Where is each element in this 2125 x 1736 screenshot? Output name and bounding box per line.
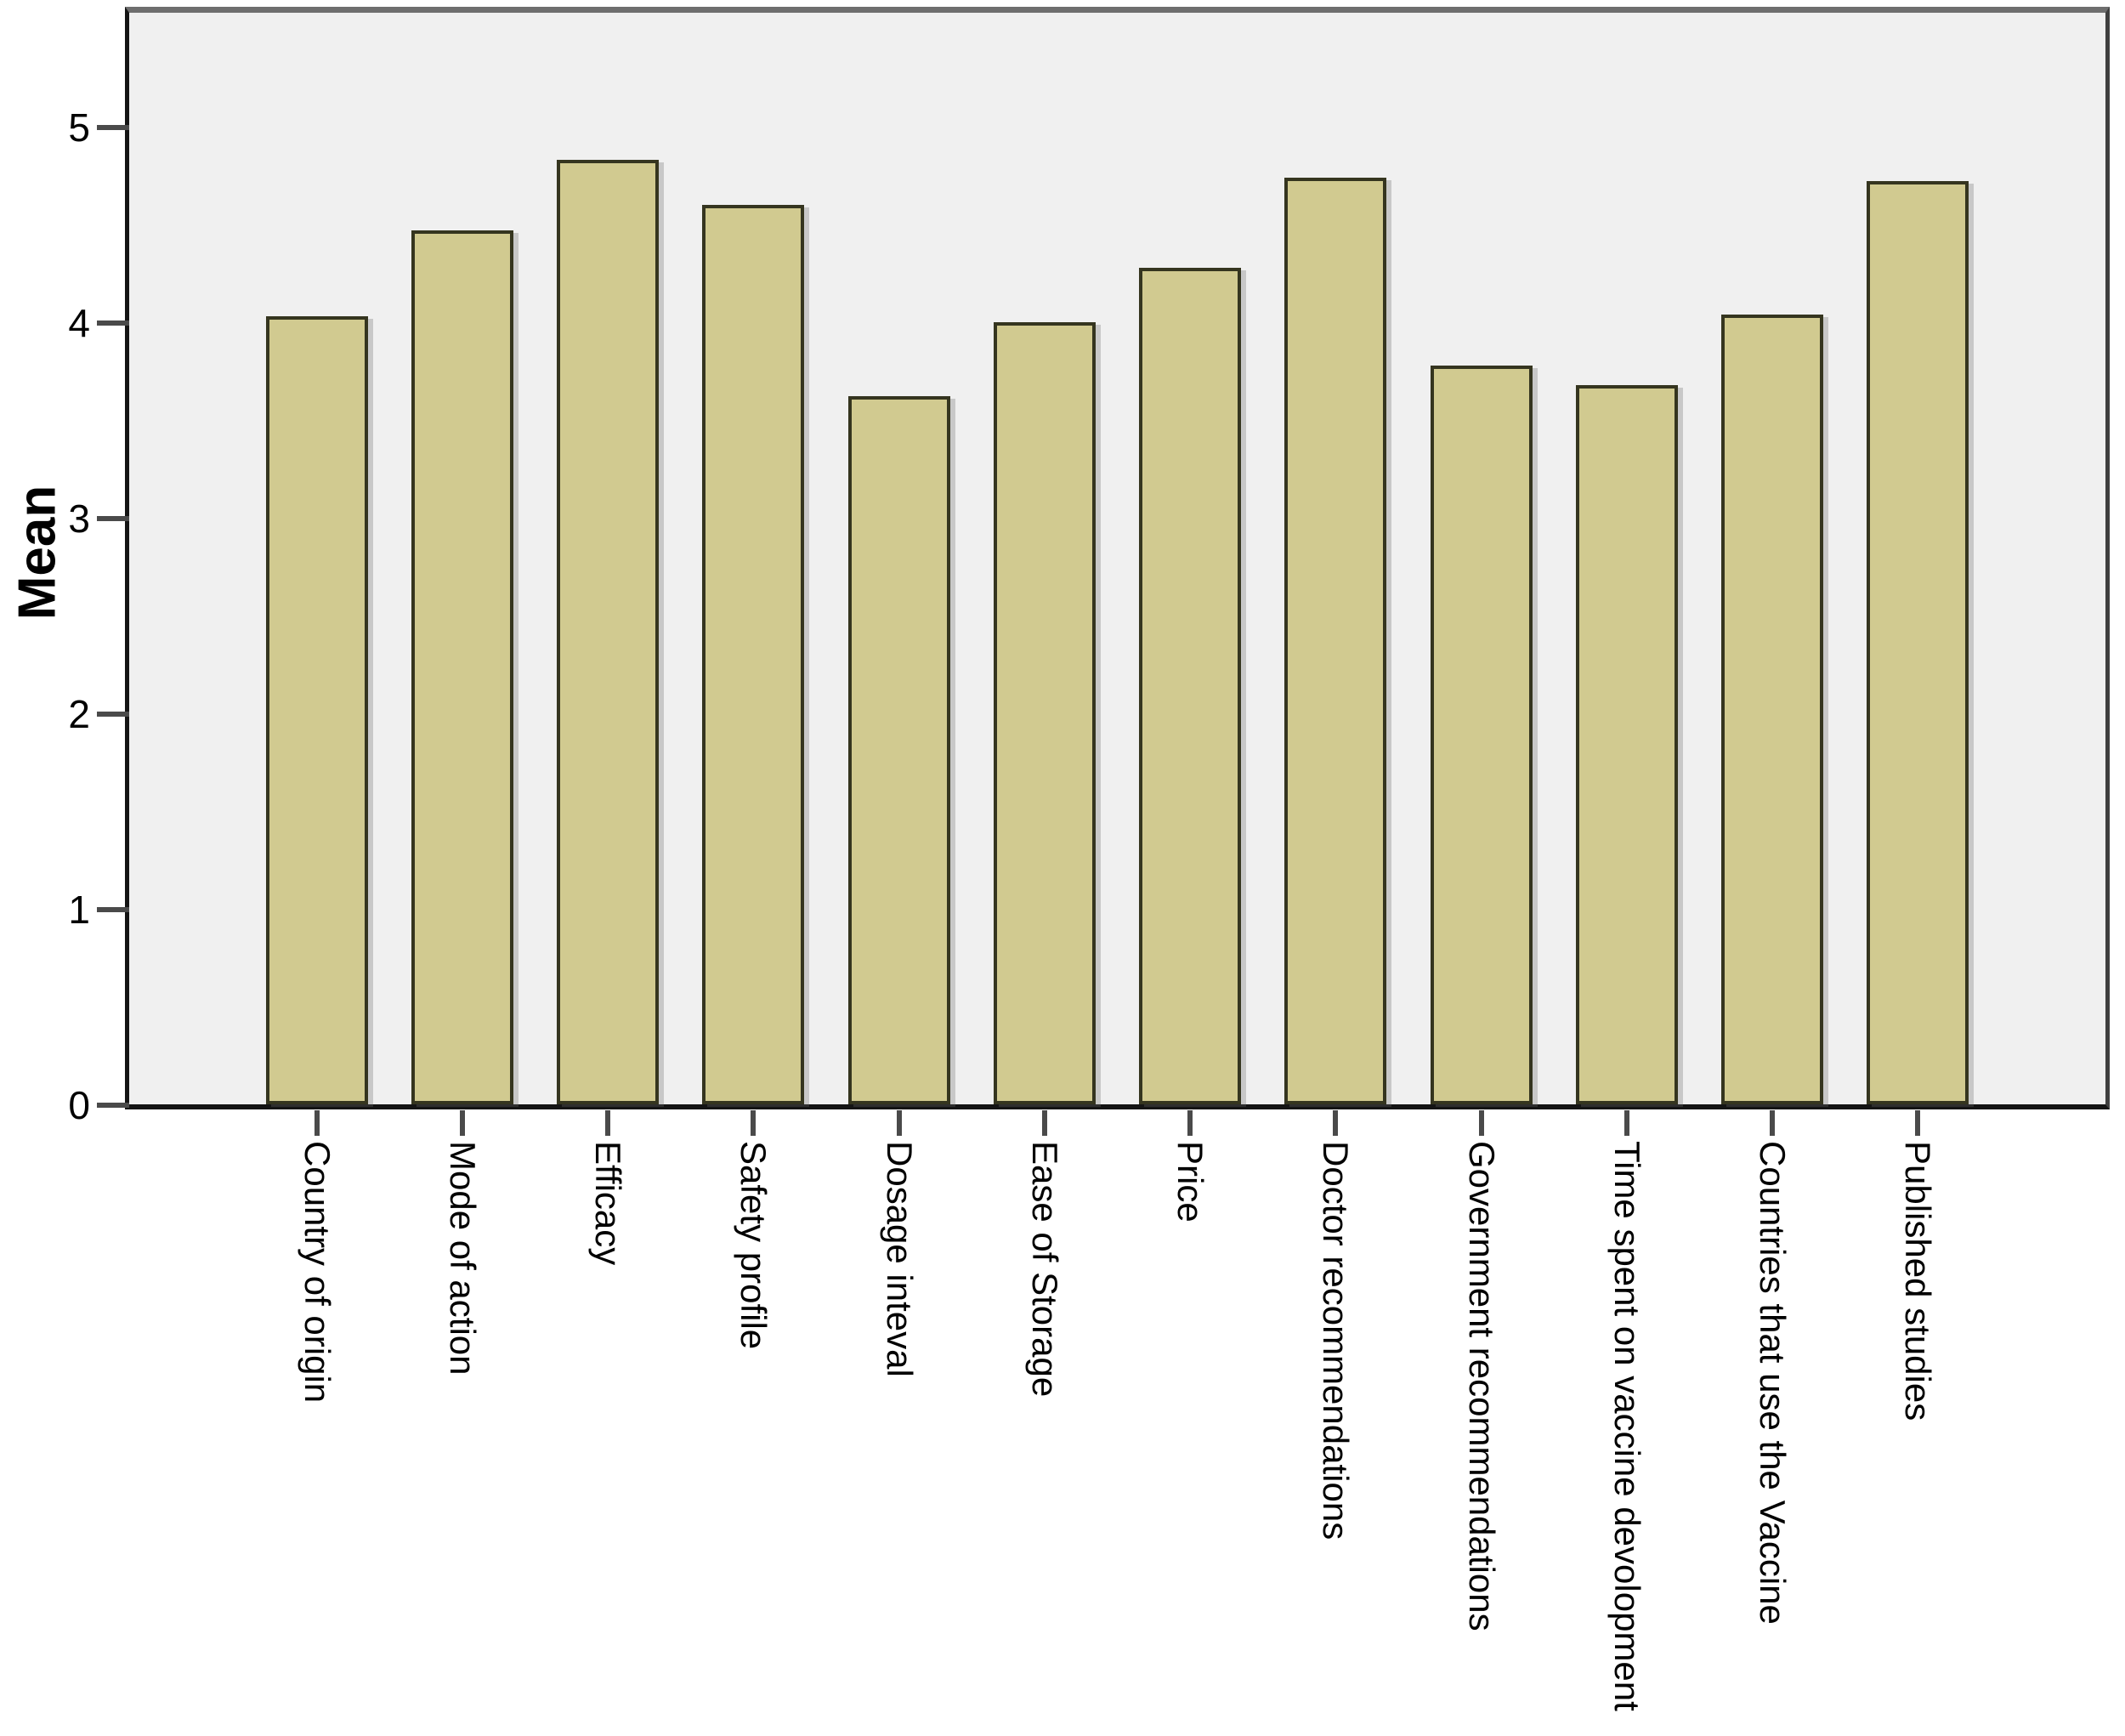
y-axis-tick-label: 1 [68, 888, 90, 932]
x-axis-tick [460, 1110, 465, 1136]
x-axis-tick [605, 1110, 610, 1136]
x-axis-category-label: Dosage inteval [880, 1141, 920, 1377]
bar-dosage-inteval [848, 396, 950, 1104]
bar-time-spent-on-vaccine-devolopment [1576, 385, 1678, 1104]
x-axis-category-label: Ease of Storage [1025, 1141, 1065, 1398]
y-axis-tick-label: 4 [68, 301, 90, 345]
bar-doctor-recommendations [1284, 178, 1386, 1104]
x-axis-category-label: Time spent on vaccine devolopment [1607, 1141, 1647, 1711]
y-axis-title: Mean [8, 485, 67, 621]
bar-government-recommendations [1431, 366, 1533, 1104]
bar-mode-of-action [411, 230, 513, 1104]
x-axis-category-label: Government recommendations [1462, 1141, 1502, 1631]
x-axis-category-label: Country of origin [298, 1141, 337, 1404]
y-axis-tick-label: 2 [68, 692, 90, 736]
y-axis-tick-label: 5 [68, 105, 90, 150]
x-axis-category-label: Safety profile [734, 1141, 774, 1350]
x-axis-tick [1333, 1110, 1338, 1136]
plot-area [125, 7, 2110, 1109]
bar-published-studies [1867, 181, 1969, 1104]
bar-safety-profile [702, 205, 804, 1104]
y-axis-tick-label: 0 [68, 1083, 90, 1127]
bar-ease-of-storage [994, 322, 1096, 1104]
bar-price [1139, 268, 1241, 1104]
x-axis-tick [751, 1110, 756, 1136]
x-axis-tick [897, 1110, 902, 1136]
x-axis-category-label: Efficacy [588, 1141, 628, 1266]
bar-country-of-origin [266, 316, 368, 1104]
bar-efficacy [557, 160, 659, 1104]
x-axis-tick [1770, 1110, 1775, 1136]
x-axis-tick [1042, 1110, 1047, 1136]
x-axis-tick [314, 1110, 320, 1136]
x-axis-category-label: Doctor recommendations [1316, 1141, 1356, 1540]
x-axis-category-label: Price [1170, 1141, 1210, 1223]
x-axis-category-label: Mode of action [443, 1141, 483, 1376]
x-axis-tick [1187, 1110, 1193, 1136]
x-axis-tick [1915, 1110, 1920, 1136]
x-axis-tick [1479, 1110, 1484, 1136]
x-axis-category-label: Published studies [1898, 1141, 1938, 1421]
x-axis-tick [1624, 1110, 1629, 1136]
bar-countries-that-use-the-vaccine [1721, 315, 1823, 1104]
x-axis-category-label: Countries that use the Vaccine [1753, 1141, 1793, 1625]
